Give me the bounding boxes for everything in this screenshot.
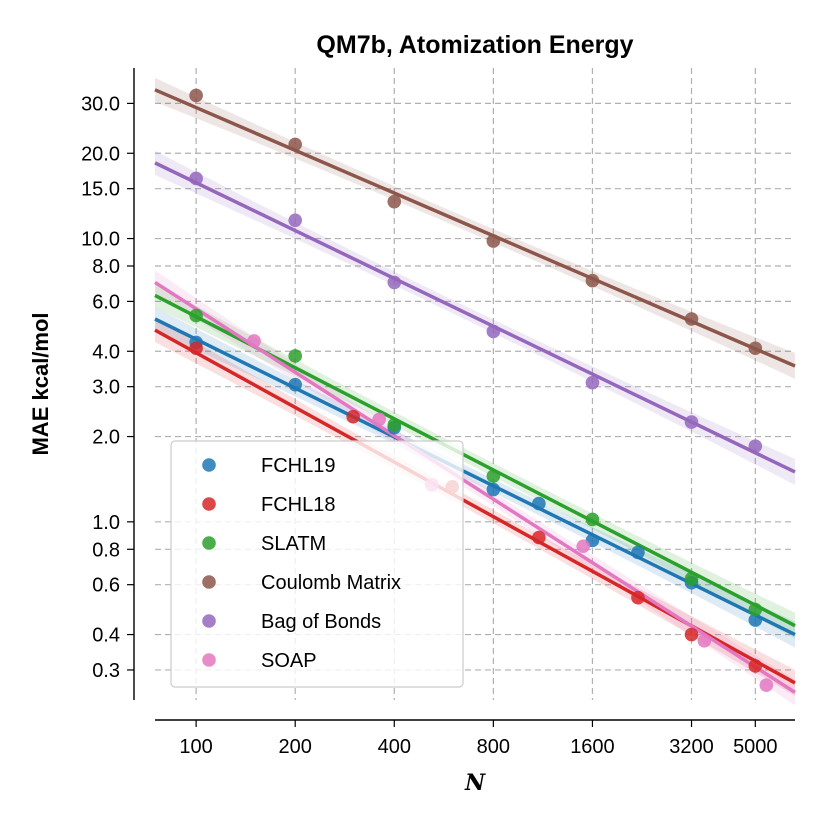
y-tick-label: 2.0 <box>92 427 120 449</box>
y-tick-label: 20.0 <box>81 143 120 165</box>
series-soap-point <box>372 412 387 427</box>
series-soap-point <box>576 539 591 554</box>
y-tick-label: 0.6 <box>92 575 120 597</box>
y-tick-label: 10.0 <box>81 229 120 251</box>
series-fchl19-point <box>631 545 645 560</box>
series-coulomb-matrix-point <box>189 88 203 103</box>
x-tick-label: 400 <box>378 736 411 758</box>
series-slatm-point <box>288 349 303 363</box>
series-slatm-point <box>748 602 763 617</box>
series-bag-of-bonds-point <box>486 324 501 339</box>
y-tick-label: 15.0 <box>81 179 120 201</box>
series-bag-of-bonds-point <box>387 275 402 290</box>
y-tick-label: 3.0 <box>92 377 120 399</box>
series-soap-point <box>247 334 261 348</box>
series-coulomb-matrix-point <box>486 234 501 248</box>
y-tick-label: 0.4 <box>92 625 120 647</box>
series-coulomb-matrix-point <box>288 137 303 152</box>
axis-layer: 100 200 400 800 1600 3200 5000 0.3 0.4 0.6 0.8 1.0 2… <box>81 68 795 758</box>
series-soap-point <box>697 634 712 648</box>
x-tick-label: 800 <box>477 736 510 758</box>
chart-title: QM7b, Atomization Energy <box>316 31 633 59</box>
series-soap-point <box>759 678 774 693</box>
x-tick-label: 3200 <box>669 736 714 758</box>
y-tick-label: 8.0 <box>92 256 120 278</box>
series-fchl19-point <box>748 613 763 627</box>
y-tick-label: 4.0 <box>92 341 120 363</box>
series-coulomb-matrix-fit-line <box>154 88 796 368</box>
series-fchl19-point <box>288 377 303 392</box>
series-coulomb-matrix-point <box>387 194 402 209</box>
y-tick-label: 1.0 <box>92 512 120 534</box>
series-fchl19-point <box>532 496 546 511</box>
series-coulomb-matrix-point <box>585 273 600 288</box>
legend-label-0: FCHL19 <box>261 455 335 477</box>
series-bag-of-bonds-point <box>189 171 203 186</box>
x-tick-label: 200 <box>279 736 312 758</box>
legend-marker-3 <box>202 575 216 589</box>
series-bag-of-bonds-point <box>585 375 600 390</box>
series-slatm-point <box>189 308 203 323</box>
legend-box <box>170 440 464 688</box>
x-tick-label: 5000 <box>733 736 778 758</box>
legend-marker-4 <box>202 614 216 628</box>
series-slatm-point <box>486 469 501 483</box>
series-fchl18-point <box>684 627 699 642</box>
series-soap-fit-line <box>154 280 796 694</box>
legend: FCHL19 FCHL18 SLATM Coulomb Matrix Bag of Bo… <box>170 440 464 688</box>
legend-label-2: SLATM <box>261 533 326 555</box>
series-slatm-point <box>387 418 402 432</box>
series-coulomb-matrix-point <box>748 341 763 356</box>
series-bag-of-bonds-point <box>684 415 699 429</box>
y-tick-label: 30.0 <box>81 93 120 115</box>
legend-marker-1 <box>202 497 216 511</box>
legend-label-4: Bag of Bonds <box>261 611 381 633</box>
series-bag-of-bonds-point <box>748 439 763 453</box>
x-tick-label: 100 <box>179 736 212 758</box>
legend-label-5: SOAP <box>261 650 317 672</box>
series-slatm-point <box>684 571 699 586</box>
series-fchl18-point <box>346 409 360 424</box>
grid-layer <box>155 68 795 700</box>
series-slatm-point <box>585 512 600 527</box>
y-tick-label: 0.3 <box>92 660 120 682</box>
legend-label-1: FCHL18 <box>261 494 335 516</box>
legend-marker-5 <box>202 653 216 667</box>
x-axis-label: N <box>464 770 486 796</box>
x-tick-label: 1600 <box>570 736 615 758</box>
legend-label-3: Coulomb Matrix <box>261 572 401 594</box>
legend-marker-0 <box>202 458 216 472</box>
series-fchl18-point <box>631 590 645 605</box>
legend-marker-2 <box>202 536 216 550</box>
series-coulomb-matrix-point <box>684 312 699 326</box>
series-fchl18-point <box>532 530 546 545</box>
series-fchl19-point <box>486 482 501 497</box>
y-tick-label: 6.0 <box>92 291 120 313</box>
series-fchl18-point <box>748 659 763 673</box>
y-axis-label: MAE kcal/mol <box>28 312 53 455</box>
series-fchl18-point <box>189 341 203 356</box>
y-tick-label: 0.8 <box>92 539 120 561</box>
series-bag-of-bonds-point <box>288 213 303 228</box>
